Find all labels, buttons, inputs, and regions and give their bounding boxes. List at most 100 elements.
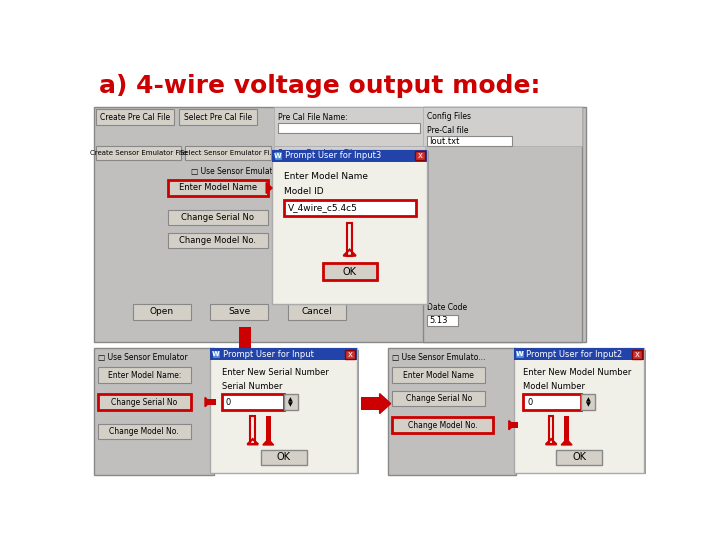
Bar: [274, 151, 282, 159]
Bar: [564, 416, 569, 445]
Bar: [168, 180, 269, 195]
Text: Save: Save: [228, 307, 251, 316]
Bar: [205, 400, 215, 405]
Text: Enter New Model Number: Enter New Model Number: [523, 368, 631, 377]
Bar: [274, 146, 425, 160]
Text: □ Use Sensor Emulator: □ Use Sensor Emulator: [98, 353, 187, 362]
Bar: [96, 110, 174, 125]
Bar: [516, 350, 524, 358]
Bar: [423, 107, 582, 146]
Text: Change Model No.: Change Model No.: [179, 236, 256, 245]
Bar: [96, 146, 181, 160]
Text: 0: 0: [283, 234, 288, 243]
Bar: [281, 233, 327, 244]
Text: Cancel: Cancel: [301, 307, 332, 316]
Bar: [272, 150, 427, 162]
Bar: [98, 367, 191, 383]
Bar: [336, 233, 367, 244]
Bar: [168, 210, 269, 225]
Text: ▼: ▼: [288, 403, 293, 408]
Bar: [392, 390, 485, 406]
Polygon shape: [266, 183, 272, 193]
Bar: [345, 350, 355, 359]
Text: Change Serial No: Change Serial No: [111, 397, 177, 407]
Polygon shape: [263, 439, 274, 445]
Text: □ Use Sensor Emulator: □ Use Sensor Emulator: [191, 166, 280, 176]
Text: Enter Model Name: Enter Model Name: [284, 172, 368, 181]
Text: W: W: [274, 153, 282, 159]
Bar: [423, 107, 582, 342]
Text: Date Code: Date Code: [427, 303, 467, 312]
Text: Create Sensor Emulator File: Create Sensor Emulator File: [90, 150, 187, 157]
Bar: [98, 423, 191, 439]
Text: Prompt User for Input: Prompt User for Input: [222, 350, 313, 359]
Bar: [516, 350, 646, 475]
Bar: [168, 233, 269, 248]
Bar: [239, 327, 251, 359]
Bar: [427, 137, 513, 146]
Text: Open: Open: [150, 307, 174, 316]
Text: a) 4-wire voltage output mode:: a) 4-wire voltage output mode:: [99, 75, 541, 98]
Bar: [266, 185, 270, 191]
Text: Create Pre Cal File: Create Pre Cal File: [100, 113, 170, 122]
Text: Enter New Serial Number: Enter New Serial Number: [222, 368, 328, 377]
Bar: [556, 450, 602, 465]
Bar: [266, 416, 271, 445]
Bar: [581, 394, 595, 410]
Bar: [212, 350, 220, 358]
Text: OK: OK: [276, 453, 291, 462]
Text: ▼: ▼: [586, 403, 590, 408]
Bar: [509, 422, 518, 428]
Bar: [210, 348, 357, 361]
Bar: [179, 110, 256, 125]
Bar: [132, 303, 191, 320]
Bar: [274, 107, 425, 146]
Bar: [284, 394, 297, 410]
Text: 0: 0: [225, 397, 231, 407]
Bar: [323, 264, 377, 280]
Text: ▲: ▲: [586, 397, 590, 402]
Bar: [392, 417, 493, 433]
Text: OK: OK: [572, 453, 586, 462]
Bar: [523, 394, 581, 410]
Text: x: x: [348, 350, 353, 359]
Text: Change Model No.: Change Model No.: [408, 421, 477, 430]
Bar: [427, 315, 458, 326]
Text: Change Serial No: Change Serial No: [181, 213, 254, 222]
Bar: [347, 222, 352, 256]
Polygon shape: [379, 394, 391, 414]
Text: Sensor Emulator File: Sensor Emulator File: [279, 149, 357, 158]
Text: x: x: [418, 151, 423, 160]
Polygon shape: [509, 421, 514, 430]
Bar: [272, 150, 427, 303]
Text: 0: 0: [528, 397, 533, 407]
Text: Select Sensor Emulator Fi...: Select Sensor Emulator Fi...: [180, 150, 276, 157]
Bar: [415, 151, 425, 160]
Bar: [392, 367, 485, 383]
Text: Pre Cal File Name:: Pre Cal File Name:: [279, 113, 348, 122]
Bar: [514, 348, 644, 473]
Bar: [222, 394, 284, 410]
Text: W: W: [516, 352, 523, 357]
Text: Enter Model Name: Enter Model Name: [179, 184, 257, 192]
Bar: [274, 151, 428, 305]
Text: Select Pre Cal File: Select Pre Cal File: [184, 113, 252, 122]
Text: Change Serial No: Change Serial No: [405, 394, 472, 403]
Text: ▲: ▲: [288, 397, 293, 402]
Text: Model Number: Model Number: [523, 382, 585, 391]
Polygon shape: [205, 397, 210, 407]
Bar: [261, 450, 307, 465]
Bar: [210, 348, 357, 473]
Bar: [251, 416, 255, 444]
Text: Enter Model Name:: Enter Model Name:: [107, 370, 181, 380]
Bar: [279, 123, 420, 133]
Text: W: W: [212, 352, 220, 357]
Polygon shape: [235, 348, 255, 359]
Bar: [361, 397, 379, 410]
Bar: [284, 200, 415, 217]
Bar: [210, 303, 269, 320]
Bar: [514, 348, 644, 361]
Polygon shape: [561, 439, 572, 445]
Bar: [549, 416, 554, 444]
Bar: [287, 303, 346, 320]
